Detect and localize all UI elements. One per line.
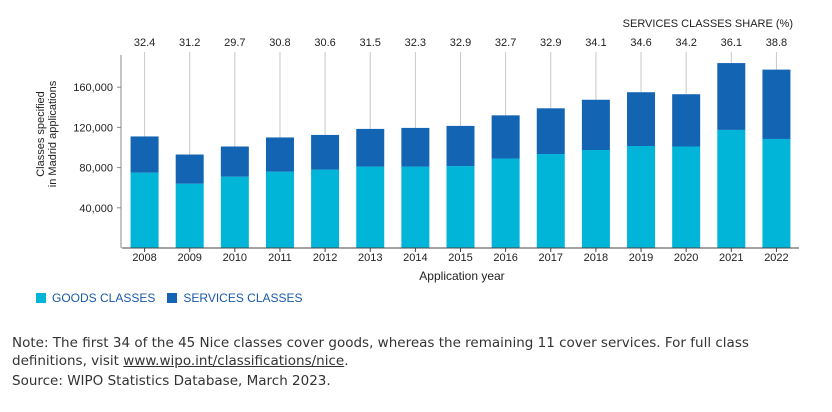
x-tick-label-2009: 2009 <box>177 252 201 264</box>
share-label-2008: 32.4 <box>134 37 155 49</box>
x-tick-label-2018: 2018 <box>584 252 608 264</box>
y-tick-label: 80,000 <box>79 163 113 175</box>
y-axis-title-line2: in Madrid applications <box>47 80 59 187</box>
bar-goods-2011 <box>265 171 294 248</box>
share-label-2010: 29.7 <box>224 37 245 49</box>
bar-goods-2013 <box>356 166 385 248</box>
legend-item-goods[interactable]: GOODS CLASSES <box>36 291 155 305</box>
y-tick-label: 160,000 <box>73 82 113 94</box>
bar-goods-2016 <box>491 158 520 248</box>
bar-goods-2018 <box>581 150 610 248</box>
legend-item-services[interactable]: SERVICES CLASSES <box>167 291 303 305</box>
share-label-2019: 34.6 <box>630 37 651 49</box>
bar-goods-2012 <box>311 169 340 248</box>
bar-services-2015 <box>446 125 475 167</box>
bar-services-2018 <box>581 99 610 151</box>
share-leader-lines <box>144 52 777 155</box>
x-tick-label-2022: 2022 <box>764 252 788 264</box>
x-axis-title: Application year <box>419 269 504 283</box>
x-tick-label-2021: 2021 <box>719 252 743 264</box>
bar-services-2011 <box>265 137 294 172</box>
legend-services-label: SERVICES CLASSES <box>183 291 303 305</box>
x-axis-ticks: 2008 2009 2010 2011 2012 2013 2014 2015 2016 2017… <box>132 248 789 264</box>
bar-goods-2021 <box>717 129 746 248</box>
x-tick-label-2010: 2010 <box>223 252 247 264</box>
y-tick-label: 40,000 <box>79 203 113 215</box>
share-label-2012: 30.6 <box>314 37 335 49</box>
goods-swatch <box>36 293 46 303</box>
bar-goods-2010 <box>220 176 249 248</box>
bar-services-2020 <box>672 94 701 147</box>
note: Note: The first 34 of the 45 Nice classe… <box>12 334 822 370</box>
share-label-2014: 32.3 <box>405 37 426 49</box>
x-tick-label-2017: 2017 <box>539 252 563 264</box>
x-tick-label-2015: 2015 <box>448 252 472 264</box>
y-axis: 40,000 80,000 120,000 160,000 <box>73 55 122 248</box>
bar-services-2009 <box>175 154 204 184</box>
x-tick-label-2008: 2008 <box>132 252 156 264</box>
bar-goods-2020 <box>672 146 701 248</box>
bar-services-2016 <box>491 115 520 159</box>
x-tick-label-2020: 2020 <box>674 252 698 264</box>
bar-services-2021 <box>717 63 746 130</box>
services-swatch <box>167 293 178 303</box>
bar-goods-2017 <box>536 154 565 248</box>
share-label-2011: 30.8 <box>269 37 290 49</box>
x-tick-label-2019: 2019 <box>629 252 653 264</box>
x-tick-label-2012: 2012 <box>313 252 337 264</box>
share-label-2020: 34.2 <box>675 37 696 49</box>
legend: GOODS CLASSES SERVICES CLASSES <box>36 291 303 305</box>
bar-goods-2008 <box>130 172 159 248</box>
bars <box>130 63 791 248</box>
share-label-2017: 32.9 <box>540 37 561 49</box>
share-label-2013: 31.5 <box>360 37 381 49</box>
x-tick-label-2016: 2016 <box>493 252 517 264</box>
note-text: Note: The first 34 of the 45 Nice classe… <box>12 335 749 369</box>
share-label-2022: 38.8 <box>766 37 787 49</box>
x-tick-label-2014: 2014 <box>403 252 427 264</box>
share-label-2016: 32.7 <box>495 37 516 49</box>
source-note: Source: WIPO Statistics Database, March … <box>12 373 331 389</box>
bar-services-2019 <box>627 92 656 146</box>
bar-services-2022 <box>762 69 791 139</box>
y-tick-label: 120,000 <box>73 122 113 134</box>
bar-goods-2009 <box>175 183 204 248</box>
bar-services-2017 <box>536 108 565 155</box>
share-label-2009: 31.2 <box>179 37 200 49</box>
share-label-2021: 36.1 <box>721 37 742 49</box>
share-title: SERVICES CLASSES SHARE (%) <box>623 18 793 30</box>
legend-goods-label: GOODS CLASSES <box>52 291 156 305</box>
x-tick-label-2013: 2013 <box>358 252 382 264</box>
bar-goods-2015 <box>446 166 475 248</box>
bar-services-2013 <box>356 128 385 167</box>
share-labels: 32.4 31.2 29.7 30.8 30.6 31.5 32.3 32.9 32.7 32.9… <box>134 37 787 49</box>
share-label-2015: 32.9 <box>450 37 471 49</box>
bar-goods-2019 <box>627 145 656 248</box>
note-end: . <box>344 353 349 369</box>
bar-goods-2022 <box>762 138 791 248</box>
stacked-bar-chart: 32.4 31.2 29.7 30.8 30.6 31.5 32.3 32.9 32.7 32.9… <box>35 18 799 283</box>
bar-services-2010 <box>220 146 249 177</box>
nice-classification-link[interactable]: www.wipo.int/classifications/nice <box>123 353 345 369</box>
share-label-2018: 34.1 <box>585 37 606 49</box>
bar-services-2014 <box>401 127 430 167</box>
bar-services-2008 <box>130 136 159 173</box>
bar-goods-2014 <box>401 166 430 248</box>
x-tick-label-2011: 2011 <box>268 252 292 264</box>
bar-services-2012 <box>311 134 340 170</box>
y-axis-title-line1: Classes specified <box>35 91 47 177</box>
